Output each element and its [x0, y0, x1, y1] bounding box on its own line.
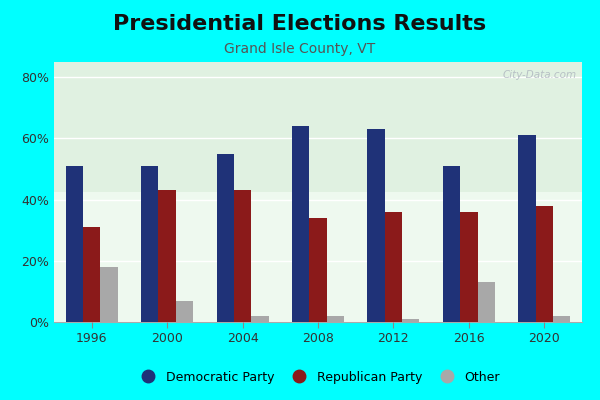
Bar	[385, 212, 402, 322]
Bar	[518, 136, 536, 322]
Bar	[83, 227, 100, 322]
Text: Grand Isle County, VT: Grand Isle County, VT	[224, 42, 376, 56]
Bar	[367, 129, 385, 322]
Text: City-Data.com: City-Data.com	[503, 70, 577, 80]
Bar	[536, 206, 553, 322]
Bar	[402, 319, 419, 322]
Bar	[100, 267, 118, 322]
Bar	[326, 316, 344, 322]
Bar	[158, 190, 176, 322]
Bar	[176, 300, 193, 322]
Bar	[141, 166, 158, 322]
Bar	[251, 316, 269, 322]
Bar	[292, 126, 310, 322]
Bar	[217, 154, 234, 322]
Bar	[443, 166, 460, 322]
Bar	[553, 316, 571, 322]
Bar	[65, 166, 83, 322]
Bar	[460, 212, 478, 322]
Text: Presidential Elections Results: Presidential Elections Results	[113, 14, 487, 34]
Bar	[310, 218, 326, 322]
Legend: Democratic Party, Republican Party, Other: Democratic Party, Republican Party, Othe…	[131, 366, 505, 388]
Bar	[234, 190, 251, 322]
Bar	[478, 282, 495, 322]
